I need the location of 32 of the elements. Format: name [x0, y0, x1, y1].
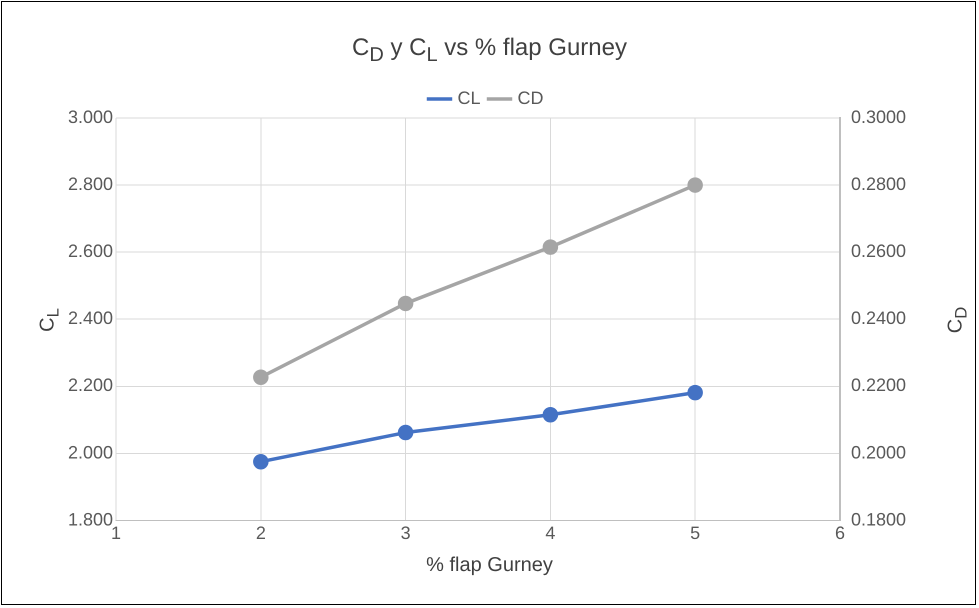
y2-tick-label: 0.3000 [850, 106, 906, 127]
point [687, 177, 703, 193]
point [687, 384, 703, 400]
legend-label: CL [457, 88, 481, 108]
y2-tick-label: 0.2000 [850, 442, 906, 462]
x-axis-title: % flap Gurney [425, 554, 554, 577]
x-tick-label: 3 [400, 523, 411, 544]
point [398, 296, 414, 312]
point [542, 239, 558, 255]
point [542, 407, 558, 423]
x-tick-label: 5 [690, 523, 700, 544]
y-tick-label: 2.600 [68, 241, 114, 262]
y2-tick-label: 0.2200 [850, 375, 906, 396]
x-tick-label: 2 [256, 523, 266, 544]
x-tick-label: 4 [545, 523, 556, 544]
y-tick-label: 2.800 [68, 174, 114, 194]
y-tick-label: 2.400 [68, 308, 114, 328]
y2-tick-label: 0.2400 [850, 308, 906, 328]
y2-tick-label: 0.2800 [850, 174, 906, 194]
point [253, 454, 269, 470]
y-tick-label: 3.000 [68, 106, 114, 127]
y-tick-label: 2.200 [68, 375, 114, 396]
point [253, 369, 269, 385]
y-tick-label: 2.000 [68, 442, 114, 462]
x-tick-label: 1 [111, 523, 122, 544]
legend-label: CD [518, 88, 544, 108]
y2-tick-label: 0.1800 [850, 509, 906, 530]
x-tick-label: 6 [834, 523, 845, 544]
chart-title: C$_{D}$ y C$_{L}$ vs % flap Gurney [350, 34, 628, 67]
y2-tick-label: 0.2600 [850, 241, 906, 262]
y-tick-label: 1.800 [68, 509, 114, 530]
point [398, 424, 414, 440]
